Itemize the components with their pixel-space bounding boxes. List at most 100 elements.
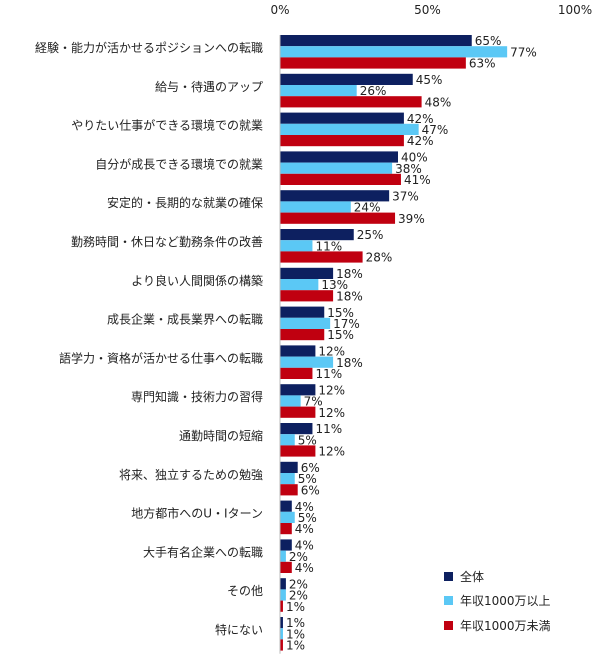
data-label: 11% <box>315 367 342 381</box>
data-label: 6% <box>301 461 320 475</box>
data-label: 5% <box>298 472 317 486</box>
data-label: 65% <box>475 34 502 48</box>
bar <box>280 367 313 379</box>
category-labels: 経験・能力が活かせるポジションへの転職給与・待遇のアップやりたい仕事ができる環境… <box>35 40 263 637</box>
data-label: 1% <box>286 616 305 630</box>
x-tick-label: 50% <box>414 3 441 17</box>
data-label: 63% <box>469 57 496 71</box>
bar <box>280 356 334 368</box>
bar <box>280 423 313 435</box>
bar <box>280 212 396 224</box>
bar <box>280 461 298 473</box>
data-label: 24% <box>354 201 381 215</box>
bar <box>280 617 283 629</box>
data-label: 2% <box>289 577 308 591</box>
category-label: 語学力・資格が活かせる仕事への転職 <box>59 350 263 365</box>
data-label: 42% <box>407 112 434 126</box>
data-label: 1% <box>286 627 305 641</box>
bar <box>280 484 298 496</box>
category-label: 専門知識・技術力の習得 <box>131 389 263 404</box>
bar <box>280 190 390 202</box>
data-label: 4% <box>295 522 314 536</box>
data-label: 37% <box>392 189 419 203</box>
bar <box>280 267 334 279</box>
legend-swatch <box>444 596 453 605</box>
bar <box>280 240 313 252</box>
bar <box>280 445 316 457</box>
data-label: 40% <box>401 151 428 165</box>
bar <box>280 112 404 124</box>
data-label: 18% <box>336 267 363 281</box>
bar <box>280 329 325 341</box>
bar <box>280 539 292 551</box>
data-label: 1% <box>286 639 305 653</box>
bar <box>280 251 363 263</box>
data-label: 1% <box>286 600 305 614</box>
data-label: 41% <box>404 173 431 187</box>
bar <box>280 151 398 163</box>
bar <box>280 600 283 612</box>
x-tick-label: 0% <box>270 3 289 17</box>
data-label: 77% <box>510 45 537 59</box>
data-label: 12% <box>318 345 345 359</box>
data-label: 18% <box>336 289 363 303</box>
category-label: 安定的・長期的な就業の確保 <box>107 195 263 210</box>
data-label: 39% <box>398 212 425 226</box>
bar <box>280 317 331 329</box>
bar <box>280 162 393 174</box>
bar <box>280 384 316 396</box>
data-label: 7% <box>304 395 323 409</box>
bar <box>280 523 292 535</box>
data-label: 6% <box>301 483 320 497</box>
bar <box>280 57 466 69</box>
data-label: 13% <box>321 278 348 292</box>
bar <box>280 345 316 357</box>
legend-label: 年収1000万未満 <box>460 619 551 633</box>
bars <box>280 35 508 651</box>
data-label: 47% <box>422 123 449 137</box>
category-label: 大手有名企業への転職 <box>143 544 263 559</box>
category-label: 成長企業・成長業界への転職 <box>107 312 263 327</box>
category-label: 地方都市へのU・Iターン <box>131 506 263 521</box>
category-label: 特にない <box>215 622 263 637</box>
bar <box>280 229 354 241</box>
category-label: 将来、独立するための勉強 <box>119 467 263 482</box>
bar <box>280 35 472 47</box>
bar <box>280 589 286 601</box>
data-labels: 65% 77% 63% 45% 26% 48% 42%47%42% 40%38%41% 37% 2… <box>286 34 537 652</box>
bar <box>280 561 292 573</box>
category-label: 通勤時間の短縮 <box>179 428 263 443</box>
data-label: 4% <box>295 561 314 575</box>
data-label: 25% <box>357 228 384 242</box>
bar <box>280 46 508 58</box>
bar <box>280 500 292 512</box>
data-label: 18% <box>336 356 363 370</box>
category-label: 自分が成長できる環境での就業 <box>95 156 263 171</box>
data-label: 2% <box>289 550 308 564</box>
category-label: 給与・待遇のアップ <box>155 80 263 94</box>
bar <box>280 628 283 640</box>
category-label: 経験・能力が活かせるポジションへの転職 <box>35 40 263 55</box>
bar <box>280 279 319 291</box>
legend-swatch <box>444 621 453 630</box>
legend-swatch <box>444 572 453 581</box>
category-label: 勤務時間・休日など勤務条件の改善 <box>71 234 263 249</box>
data-label: 48% <box>425 95 452 109</box>
bar <box>280 473 295 485</box>
data-label: 28% <box>366 251 393 265</box>
legend-label: 全体 <box>460 569 484 584</box>
data-label: 11% <box>315 239 342 253</box>
bar <box>280 96 422 108</box>
bar <box>280 578 286 590</box>
bar <box>280 73 413 85</box>
data-label: 2% <box>289 589 308 603</box>
data-label: 5% <box>298 433 317 447</box>
data-label: 11% <box>315 422 342 436</box>
data-label: 45% <box>416 73 443 87</box>
data-label: 12% <box>318 445 345 459</box>
bar <box>280 639 283 651</box>
bar <box>280 434 295 446</box>
data-label: 5% <box>298 511 317 525</box>
